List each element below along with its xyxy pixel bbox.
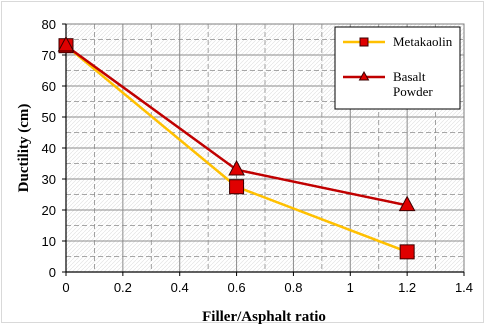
x-tick-label: 1.2 xyxy=(398,280,416,295)
basalt-powder-point xyxy=(398,195,416,212)
y-axis-title: Ductility (cm) xyxy=(16,104,32,193)
y-tick-label: 30 xyxy=(42,172,56,187)
x-tick-label: 0.2 xyxy=(114,280,132,295)
y-tick-label: 60 xyxy=(42,79,56,94)
y-tick-label: 0 xyxy=(49,265,56,280)
y-tick-label: 50 xyxy=(42,110,56,125)
metakaolin-point xyxy=(399,244,415,260)
y-tick-label: 40 xyxy=(42,141,56,156)
metakaolin-point xyxy=(229,179,245,195)
legend-metakaolin-label: Metakaolin xyxy=(393,34,453,49)
x-tick-label: 0 xyxy=(62,280,69,295)
legend-metakaolin-marker xyxy=(359,37,369,47)
legend-basalt-powder-marker xyxy=(358,70,370,81)
x-tick-label: 0.4 xyxy=(171,280,189,295)
legend: Metakaolin Basalt Powder xyxy=(334,26,461,110)
gridlines xyxy=(65,23,465,273)
y-tick-label: 10 xyxy=(42,234,56,249)
x-tick-label: 1 xyxy=(347,280,354,295)
legend-basalt-powder-label: Basalt Powder xyxy=(393,69,433,99)
legend-box xyxy=(334,26,461,110)
axes: 0 0.2 0.4 0.6 0.8 1 1.2 1.4 0 10 20 30 40 50 60 70 80 xyxy=(42,17,474,295)
x-tick-label: 0.8 xyxy=(284,280,302,295)
basalt-powder-point xyxy=(228,159,245,176)
x-tick-label: 0.6 xyxy=(228,280,246,295)
y-tick-label: 20 xyxy=(42,203,56,218)
x-tick-label: 1.4 xyxy=(455,280,473,295)
series-layer xyxy=(57,35,416,260)
basalt-powder-point xyxy=(57,35,75,52)
y-tick-label: 80 xyxy=(42,17,56,32)
y-tick-label: 70 xyxy=(42,48,56,63)
x-axis-title: Filler/Asphalt ratio xyxy=(202,309,326,325)
